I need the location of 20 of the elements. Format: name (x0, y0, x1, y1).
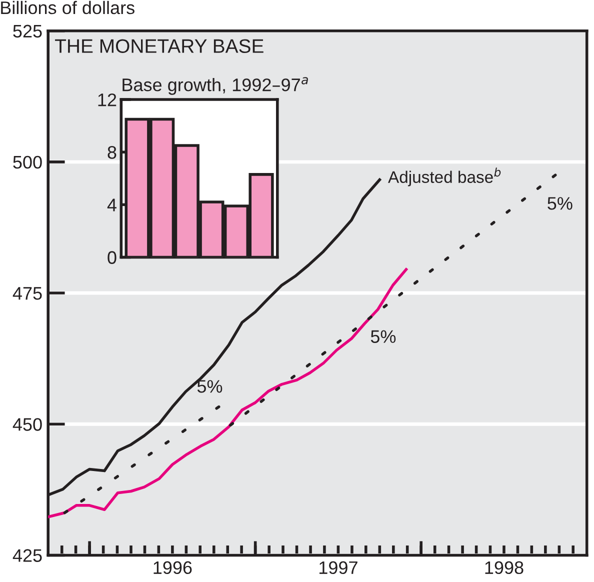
y-tick-label: 475 (12, 287, 42, 300)
line-series (48, 268, 408, 518)
y-axis-title: Billions of dollars (1, 0, 134, 14)
x-tick-label: 1998 (485, 561, 524, 574)
chart-title: Base growth, 1992–97$^{a}$ (122, 77, 308, 95)
y-tick-label: 0 (108, 251, 116, 264)
x-tick-label: 1997 (320, 561, 358, 574)
annotation: 5% (548, 197, 572, 210)
annotation: 5% (197, 380, 222, 393)
y-tick-label: 12 (98, 93, 116, 106)
y-tick-label: 8 (108, 146, 116, 159)
y-tick-label: 4 (107, 198, 116, 212)
x-tick-label: 1996 (154, 561, 192, 574)
annotation: 5% (370, 330, 396, 343)
series-label: Adjusted base$^{b}$ (388, 168, 501, 186)
y-tick-label: 500 (13, 156, 42, 169)
y-tick-label: 525 (13, 24, 42, 38)
y-tick-label: 425 (12, 549, 42, 562)
chart-title: THE MONETARY BASE (55, 39, 264, 53)
y-tick-label: 450 (12, 418, 42, 431)
